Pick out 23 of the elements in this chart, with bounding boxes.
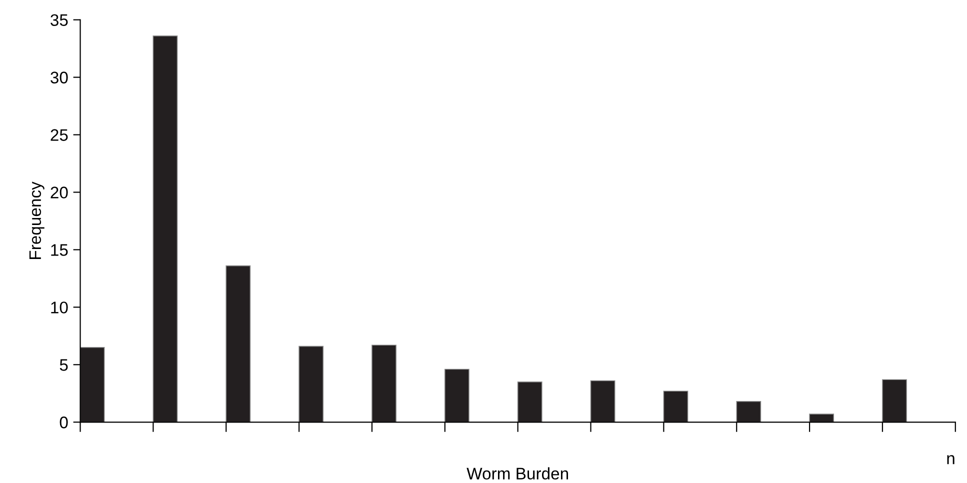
y-tick-label: 0 bbox=[60, 416, 68, 428]
y-tick-label: 5 bbox=[60, 359, 68, 371]
y-tick-label: 30 bbox=[50, 72, 68, 84]
bar bbox=[372, 344, 396, 422]
x-axis-title: Worm Burden bbox=[466, 467, 568, 480]
bar bbox=[444, 368, 470, 422]
y-tick-label: 25 bbox=[50, 129, 68, 141]
text: n bbox=[947, 455, 954, 464]
bar bbox=[736, 401, 762, 422]
bar bbox=[882, 379, 907, 422]
bar bbox=[80, 347, 105, 422]
y-tick-label: 20 bbox=[50, 186, 68, 198]
bar bbox=[517, 381, 542, 422]
bar bbox=[663, 390, 688, 422]
bar bbox=[152, 35, 178, 422]
bar bbox=[226, 265, 251, 422]
y-tick-label: 15 bbox=[51, 244, 68, 256]
bar bbox=[298, 346, 324, 422]
y-tick-label: 35 bbox=[50, 14, 68, 26]
y-tick-label: 10 bbox=[51, 302, 68, 314]
bar bbox=[590, 380, 616, 422]
bar bbox=[809, 414, 834, 422]
y-axis-title: Frequency bbox=[29, 182, 44, 259]
